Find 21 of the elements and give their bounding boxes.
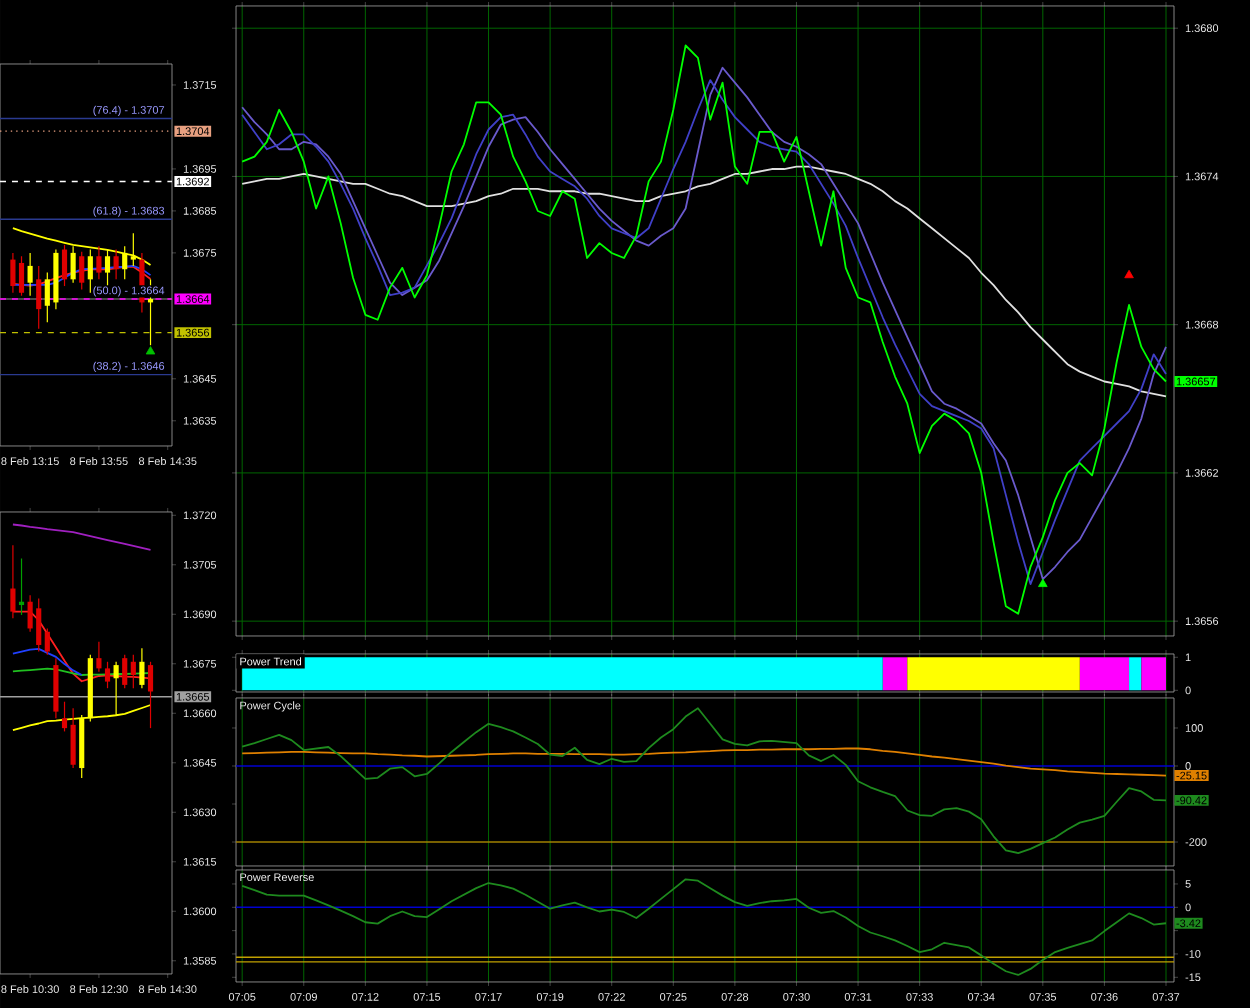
candlestick (10, 252, 16, 294)
candlestick (147, 661, 154, 729)
candlestick (36, 265, 42, 330)
candlestick (104, 661, 111, 689)
candlestick (61, 701, 68, 733)
candlestick (79, 251, 85, 290)
candlestick (61, 244, 68, 287)
line-series (12, 648, 83, 676)
candlestick (18, 255, 25, 297)
candlestick (53, 657, 59, 719)
candlestick (113, 248, 119, 280)
candlestick (96, 245, 102, 280)
candlestick (139, 647, 145, 689)
candlestick (96, 641, 102, 673)
candlestick (36, 597, 42, 653)
candlestick (27, 252, 33, 297)
candlestick (44, 627, 50, 656)
candlestick (10, 544, 16, 619)
candlestick (122, 654, 128, 689)
candlestick (70, 707, 76, 769)
candlestick (130, 654, 136, 689)
